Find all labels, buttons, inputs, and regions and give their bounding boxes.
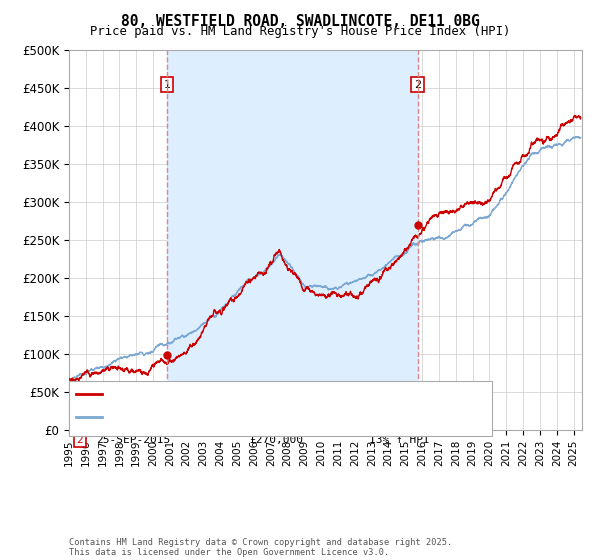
Text: 2: 2 [414,80,421,90]
Text: Contains HM Land Registry data © Crown copyright and database right 2025.
This d: Contains HM Land Registry data © Crown c… [69,538,452,557]
Text: 80, WESTFIELD ROAD, SWADLINCOTE, DE11 0BG (detached house): 80, WESTFIELD ROAD, SWADLINCOTE, DE11 0B… [106,389,469,399]
Text: 1: 1 [164,80,170,90]
Text: £270,000: £270,000 [249,435,303,445]
Text: 80, WESTFIELD ROAD, SWADLINCOTE, DE11 0BG: 80, WESTFIELD ROAD, SWADLINCOTE, DE11 0B… [121,14,479,29]
Text: 25-SEP-2015: 25-SEP-2015 [96,435,170,445]
Text: 03-NOV-2000: 03-NOV-2000 [96,407,170,417]
Text: 13% ↑ HPI: 13% ↑ HPI [369,435,430,445]
Text: Price paid vs. HM Land Registry's House Price Index (HPI): Price paid vs. HM Land Registry's House … [90,25,510,38]
Text: 1: 1 [76,407,83,417]
Text: 2: 2 [76,435,83,445]
Text: £99,000: £99,000 [249,407,296,417]
Text: HPI: Average price, detached house, South Derbyshire: HPI: Average price, detached house, Sout… [106,412,431,422]
Bar [167,50,418,430]
Text: 2% ↑ HPI: 2% ↑ HPI [369,407,423,417]
